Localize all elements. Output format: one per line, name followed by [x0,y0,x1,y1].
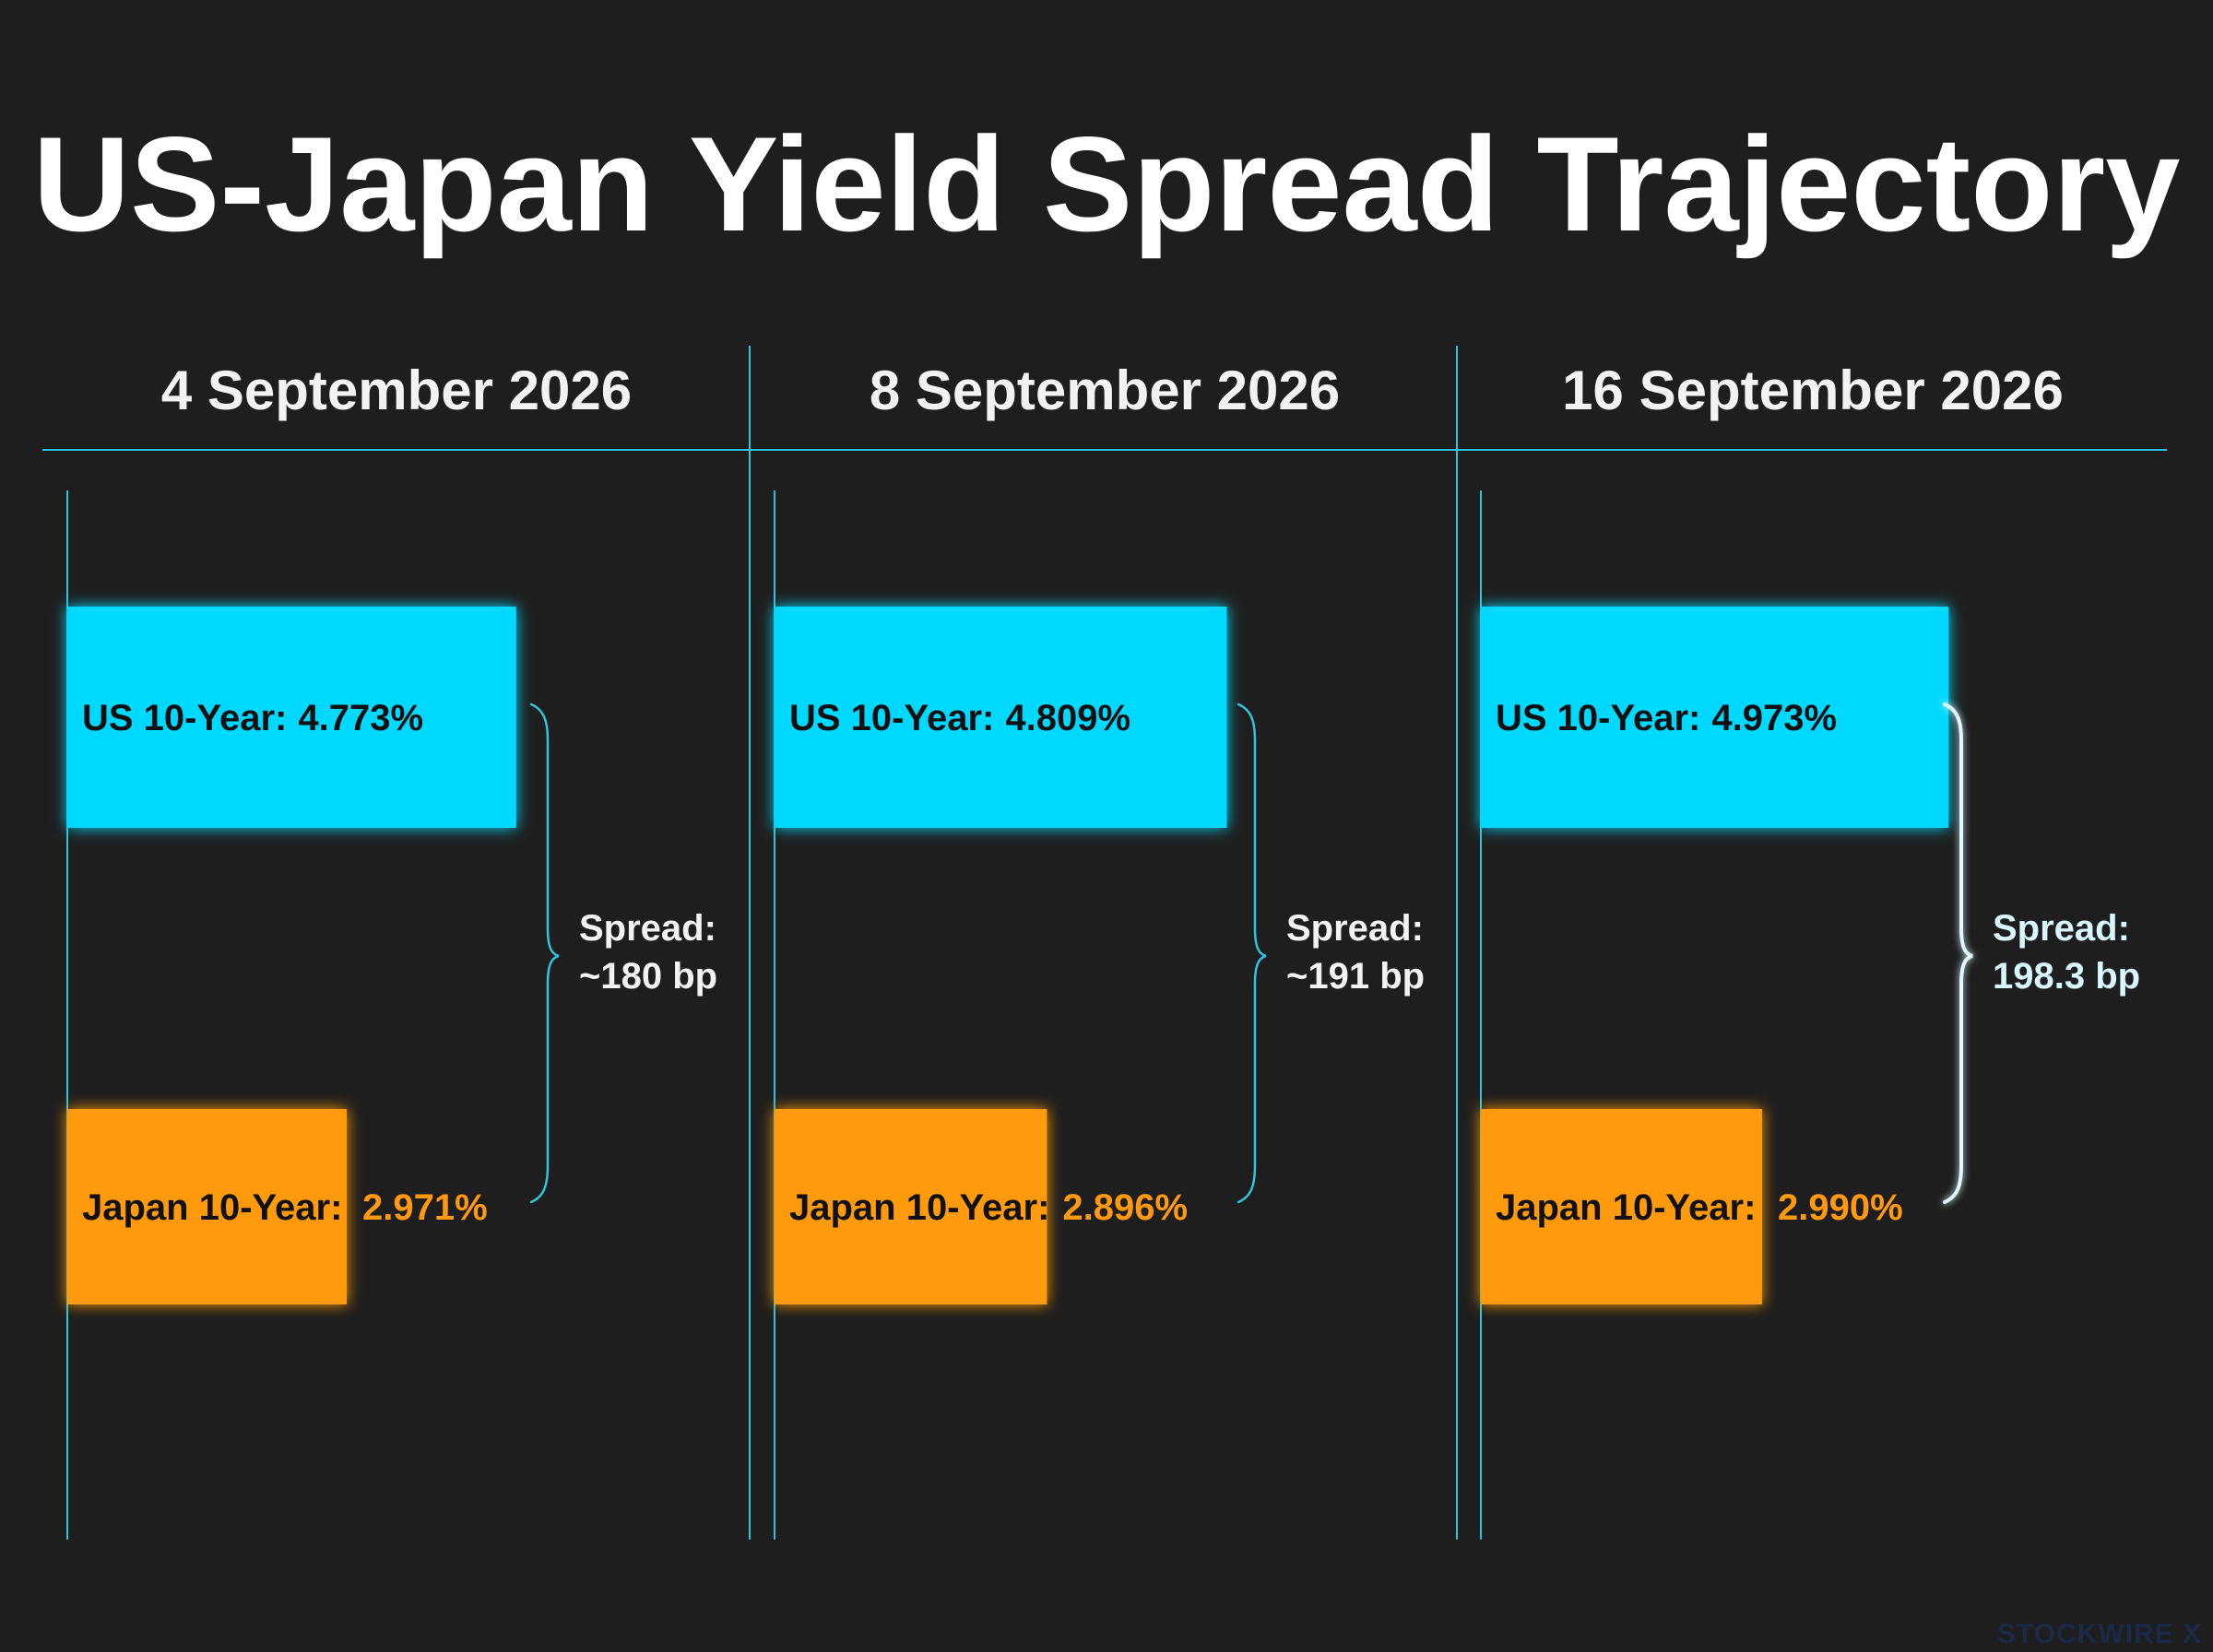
us-10-year-label: US 10-Year: 4.809% [789,698,1130,738]
panel-date: 4 September 2026 [161,360,632,421]
panels: 4 September 2026 US 10-Year: 4.773% Japan 1… [66,346,2140,1540]
us-series-label: US 10-Year: [1496,698,1700,738]
spread-value: ~191 bp [1286,956,1425,997]
spread-brace [529,702,560,1204]
us-10-year-bar [1481,607,1949,828]
us-series-label: US 10-Year: [789,698,994,738]
us-value-label: 4.809% [1005,698,1130,738]
japan-value-label: 2.896% [1062,1187,1188,1228]
spread-value: 198.3 bp [1993,956,2140,997]
us-value-label: 4.973% [1711,698,1837,738]
panel-date: 8 September 2026 [870,360,1340,421]
us-10-year-bar [67,607,516,828]
spread-label: Spread: [1993,908,2130,949]
us-value-label: 4.773% [298,698,423,738]
panel-3: 16 September 2026 US 10-Year: 4.973% Japan … [1480,360,2140,1540]
japan-10-year-bar [67,1109,348,1304]
spread-brace [1237,702,1267,1204]
japan-10-year-bar [1481,1109,1762,1304]
us-10-year-label: US 10-Year: 4.773% [82,698,423,738]
us-series-label: US 10-Year: [82,698,287,738]
japan-value-label: 2.990% [1778,1187,1903,1228]
japan-10-year-bar [775,1109,1047,1304]
spread-label: Spread: [579,908,716,949]
japan-series-label: Japan 10-Year: [789,1187,1049,1228]
spread-brace [1943,702,1973,1204]
spread-label: Spread: [1286,908,1424,949]
panel-1: 4 September 2026 US 10-Year: 4.773% Japan 1… [66,360,717,1540]
chart-title: US-Japan Yield Spread Trajectory [33,109,2181,259]
us-10-year-bar [775,607,1227,828]
japan-series-label: Japan 10-Year: [82,1187,342,1228]
brand-watermark: STOCKWIRE X [1997,1619,2202,1649]
spread-value: ~180 bp [579,956,717,997]
japan-series-label: Japan 10-Year: [1496,1187,1756,1228]
japan-value-label: 2.971% [362,1187,488,1228]
panel-2: 8 September 2026 US 10-Year: 4.809% Japan 1… [774,360,1425,1540]
us-10-year-label: US 10-Year: 4.973% [1496,698,1837,738]
panel-date: 16 September 2026 [1562,360,2064,421]
